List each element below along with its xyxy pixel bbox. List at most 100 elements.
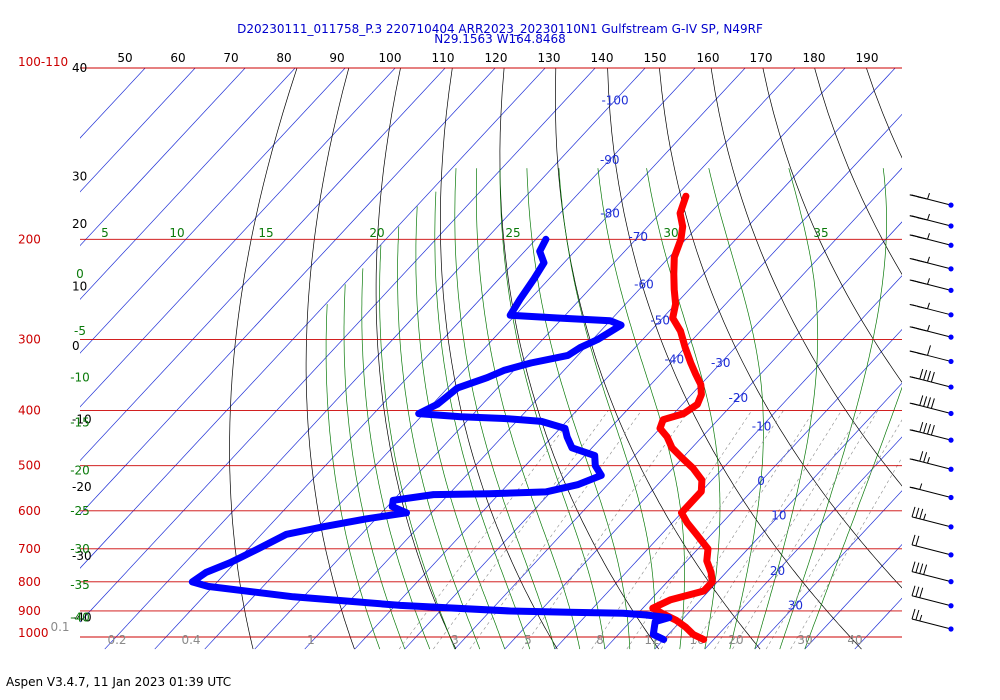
dewpoint-point <box>434 401 441 408</box>
dry-adiabat-line <box>229 68 298 650</box>
theta-label: -40 <box>70 611 90 625</box>
dewpoint-point <box>290 593 297 600</box>
top-temp-label: 130 <box>538 51 561 65</box>
moist-adiabat-line <box>379 245 456 650</box>
pressure-label: 1000 <box>18 626 49 640</box>
wind-barb-staff <box>911 571 952 583</box>
wind-barb <box>909 213 954 229</box>
wind-barb <box>909 302 954 318</box>
left-scale-label: -10 <box>72 413 92 427</box>
left-scale-label: 20 <box>72 217 87 231</box>
wind-barb <box>909 324 954 340</box>
wind-barb-pennant <box>909 486 919 490</box>
temperature-point <box>679 223 686 230</box>
isotherm-label: -90 <box>600 153 620 167</box>
dewpoint-point <box>561 425 569 432</box>
wind-barb-feather <box>930 371 935 383</box>
dewpoint-point <box>227 559 234 566</box>
dewpoint-point <box>320 523 327 530</box>
mixing-ratio-label: 0.4 <box>181 633 200 647</box>
temperature-point <box>698 488 705 495</box>
top-temp-label: 90 <box>329 51 344 65</box>
dewpoint-point <box>538 418 545 425</box>
theta-label: -10 <box>70 371 90 385</box>
temperature-point <box>672 300 679 308</box>
temperature-point <box>670 270 677 277</box>
wind-barb-feather <box>923 369 928 381</box>
wind-barb-pennant <box>909 215 919 219</box>
wind-barb-feather <box>923 396 928 407</box>
isotherm-line <box>905 42 1000 649</box>
dewpoint-point <box>507 312 514 319</box>
profile-series <box>188 192 716 643</box>
moist-adiabat-line <box>343 284 406 650</box>
pressure-label: 800 <box>18 575 41 589</box>
left-scale-label: -40 <box>72 611 92 625</box>
top-temp-label: 100 <box>379 51 402 65</box>
mixing-ratio-line <box>714 410 862 650</box>
wind-barb-feather <box>919 508 924 519</box>
temperature-point <box>684 519 691 526</box>
temperature-point <box>677 327 684 335</box>
wind-barb-feather <box>919 587 924 598</box>
temperature-point <box>667 596 674 603</box>
wind-barb <box>911 534 954 558</box>
temperature-point <box>668 444 676 451</box>
temperature-point <box>671 286 678 293</box>
isotherm-label: 10 <box>771 509 786 523</box>
isobars <box>80 67 902 638</box>
pressure-label: 500 <box>18 459 41 473</box>
dewpoint-point <box>651 625 658 632</box>
isotherm-line <box>80 68 446 462</box>
wind-barb-half-feather <box>919 614 923 622</box>
wind-barb-base-dot <box>948 202 954 208</box>
wind-barb-half-feather <box>927 278 930 285</box>
temperature-point <box>680 410 687 417</box>
wind-barb-pennant <box>909 326 919 330</box>
dry-adiabat-line <box>499 68 659 650</box>
wind-barb-base-dot <box>948 312 954 318</box>
wind-barb-feather <box>911 608 916 620</box>
top-temp-label: 110 <box>432 51 455 65</box>
wind-barb-half-feather <box>927 192 930 200</box>
isotherm-label: -60 <box>634 277 654 291</box>
dewpoint-point <box>486 490 493 497</box>
wind-barb-pennant <box>917 306 927 310</box>
wind-barb-base-dot <box>948 603 954 609</box>
temperature-point <box>700 636 707 643</box>
wind-barb-half-feather <box>927 457 930 464</box>
wind-barb-feather <box>919 563 924 574</box>
temperature-point <box>690 631 697 638</box>
dewpoint-point <box>189 578 196 586</box>
dewpoint-point <box>457 413 465 420</box>
dewpoint-point <box>564 352 572 359</box>
wind-barb-feather <box>923 422 928 434</box>
isotherm-line <box>704 436 902 650</box>
isotherm-line <box>80 68 196 193</box>
wind-barb-feather <box>927 345 931 356</box>
wind-barb-feather <box>919 421 924 433</box>
temperature-point <box>693 531 700 538</box>
wind-barb-pennant <box>909 402 919 406</box>
temperature-point <box>673 617 680 624</box>
pressure-label: 900 <box>18 604 41 618</box>
wind-barb-feather <box>930 398 935 409</box>
dewpoint-point <box>403 509 410 516</box>
mixing-ratio-label: 30 <box>797 633 812 647</box>
wind-barb <box>909 395 954 417</box>
mixing-ratio-label: 0.2 <box>107 633 126 647</box>
dry-adiabat-line <box>607 68 862 650</box>
dewpoint-point <box>430 491 437 498</box>
temperature-point <box>678 509 685 516</box>
wind-barb-base-dot <box>948 242 954 248</box>
wind-barb <box>909 451 954 472</box>
dewpoint-point <box>607 317 614 324</box>
dewpoint-point <box>565 609 573 616</box>
wind-barb-feather <box>923 452 928 463</box>
theta-label: 30 <box>663 226 678 240</box>
isotherm-label: 0 <box>757 474 765 488</box>
dewpoint-point <box>484 374 491 381</box>
wind-barb-feather <box>919 451 924 462</box>
theta-label: 15 <box>258 226 273 240</box>
top-temp-label: 170 <box>750 51 773 65</box>
